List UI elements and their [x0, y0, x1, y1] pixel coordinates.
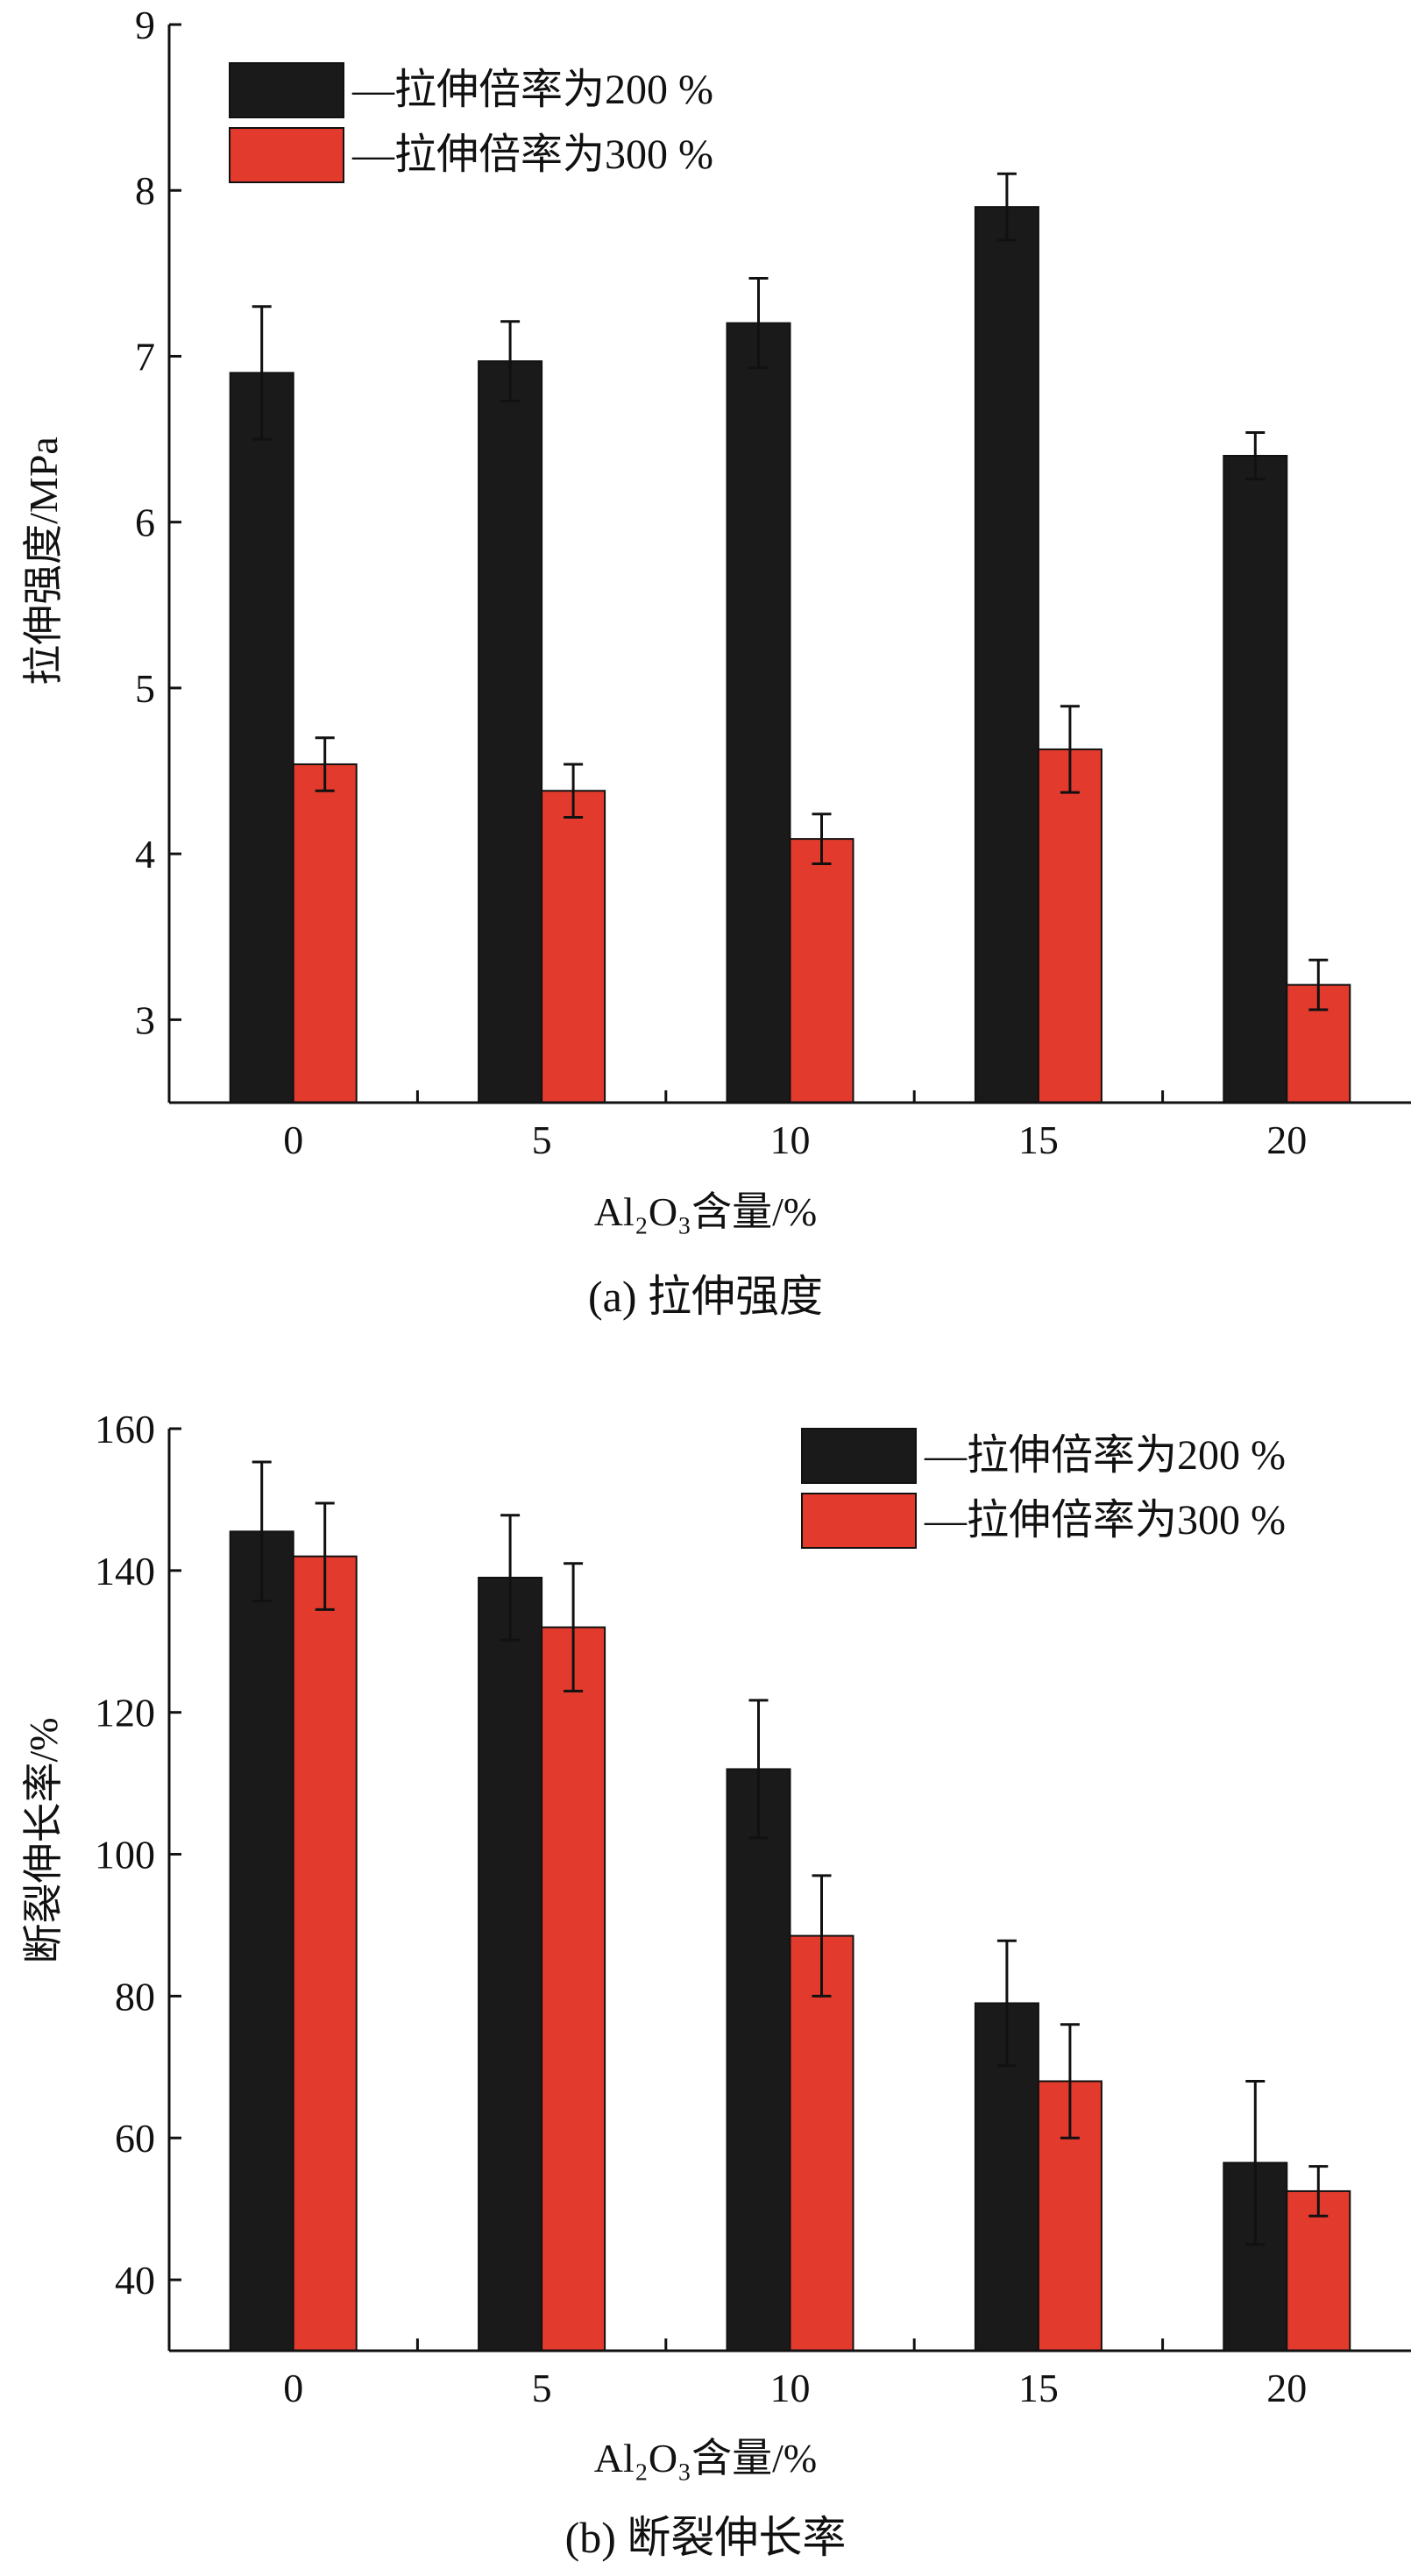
- bar: [478, 1576, 543, 2352]
- x-tick-label: 0: [283, 1118, 303, 1162]
- y-ticks: 40 60 80 100 120 140 160: [95, 1407, 181, 2303]
- y-axis-title: 拉伸强度/MPa: [21, 436, 66, 685]
- y-tick-label: 140: [95, 1549, 155, 1593]
- bar: [229, 372, 294, 1103]
- bar: [1223, 455, 1288, 1103]
- x-ticks: 0 5 10 15 20: [283, 2338, 1307, 2410]
- bars: [229, 1460, 1351, 2352]
- legend-swatch: [801, 1493, 917, 1549]
- legend-swatch: [801, 1428, 917, 1484]
- axes: [167, 25, 1411, 1104]
- y-axis-title: 断裂伸长率/%: [21, 1717, 66, 1963]
- bar: [478, 360, 543, 1103]
- x-axis-title: Al₂O₃含量/%: [594, 1189, 817, 1234]
- x-tick-label: 0: [283, 2366, 303, 2410]
- bar: [292, 1555, 358, 2352]
- x-tick-label: 20: [1266, 1118, 1307, 1162]
- y-tick-label: 8: [135, 168, 155, 213]
- bar: [726, 322, 791, 1104]
- y-tick-label: 120: [95, 1691, 155, 1735]
- x-tick-label: 15: [1018, 2366, 1059, 2410]
- y-tick-label: 40: [115, 2258, 155, 2303]
- x-tick-label: 20: [1266, 2366, 1307, 2410]
- y-tick-label: 7: [135, 334, 155, 379]
- legend: —拉伸倍率为200 % —拉伸倍率为300 %: [801, 1428, 1286, 1549]
- y-ticks: 3 4 5 6 7 8 9: [135, 3, 181, 1042]
- legend: —拉伸倍率为200 % —拉伸倍率为300 %: [229, 62, 713, 183]
- y-tick-label: 9: [135, 3, 155, 47]
- legend-swatch: [229, 127, 344, 183]
- bar: [1037, 748, 1103, 1103]
- bar: [229, 1530, 294, 2352]
- bar: [541, 1626, 606, 2352]
- chart-caption: (a) 拉伸强度: [588, 1272, 823, 1321]
- y-tick-label: 6: [135, 500, 155, 545]
- legend-label: —拉伸倍率为200 %: [924, 1432, 1286, 1479]
- bars: [229, 172, 1351, 1104]
- x-tick-label: 10: [770, 1118, 811, 1162]
- legend-label: —拉伸倍率为300 %: [351, 131, 713, 178]
- legend-swatch: [229, 62, 344, 118]
- bar: [726, 1768, 791, 2352]
- axes: [167, 1429, 1411, 2352]
- y-tick-label: 60: [115, 2116, 155, 2161]
- bar: [789, 838, 854, 1103]
- y-tick-label: 3: [135, 997, 155, 1042]
- x-tick-label: 5: [532, 2366, 552, 2410]
- y-tick-label: 5: [135, 666, 155, 711]
- legend-label: —拉伸倍率为200 %: [351, 67, 713, 113]
- y-tick-label: 80: [115, 1974, 155, 2019]
- x-tick-label: 10: [770, 2366, 811, 2410]
- chart-caption: (b) 断裂伸长率: [565, 2513, 847, 2562]
- bar: [292, 763, 358, 1103]
- x-axis-title: Al₂O₃含量/%: [594, 2436, 817, 2480]
- y-tick-label: 100: [95, 1833, 155, 1877]
- x-tick-label: 15: [1018, 1118, 1059, 1162]
- x-ticks: 0 5 10 15 20: [283, 1090, 1307, 1162]
- bar: [789, 1934, 854, 2352]
- y-tick-label: 4: [135, 832, 155, 876]
- y-tick-label: 160: [95, 1407, 155, 1451]
- bar: [974, 206, 1039, 1103]
- x-tick-label: 5: [532, 1118, 552, 1162]
- legend-label: —拉伸倍率为300 %: [924, 1497, 1286, 1543]
- bar: [541, 790, 606, 1103]
